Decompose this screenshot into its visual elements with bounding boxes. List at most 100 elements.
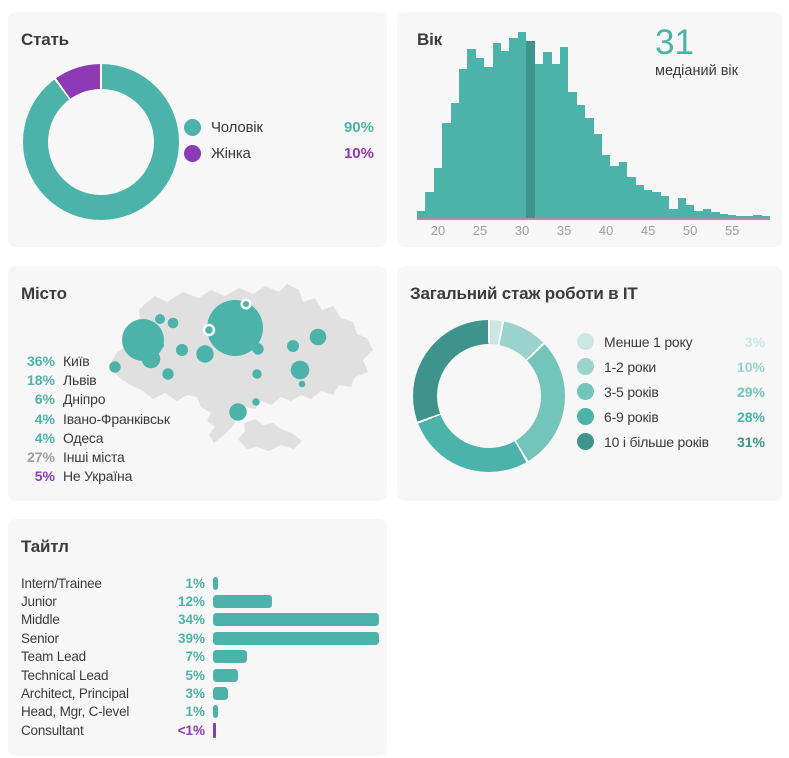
- histogram-bar: [736, 216, 745, 218]
- legend-value: 29%: [736, 383, 765, 400]
- legend-dot: [577, 408, 594, 425]
- legend-dot: [577, 333, 594, 350]
- histogram-bar: [635, 184, 644, 218]
- job-title-label: Senior: [21, 630, 59, 646]
- histogram-bar: [677, 197, 686, 218]
- legend-label: Жінка: [211, 144, 251, 162]
- city-percent: 27%: [26, 449, 55, 466]
- city-name: Івано-Франківськ: [63, 410, 170, 427]
- job-title-bar-chart: Intern/Trainee 1% Junior 12% Middle 34% Senior…: [21, 574, 379, 740]
- legend-label: 1-2 роки: [604, 358, 657, 375]
- city-percent: 4%: [34, 429, 55, 446]
- city-card-title: Місто: [21, 284, 67, 303]
- axis-tick-label: 55: [724, 223, 740, 238]
- histogram-bar: [559, 46, 569, 218]
- axis-tick-label: 40: [598, 223, 614, 238]
- experience-donut-chart: [413, 320, 565, 472]
- city-bubble: [109, 361, 121, 373]
- age-card: Вік 20 25 30 35 40 45 50 55 31 медіаний вік: [397, 12, 782, 247]
- city-bubble: [252, 369, 262, 379]
- job-title-row: Consultant <1%: [21, 721, 379, 739]
- histogram-bar: [585, 117, 594, 218]
- job-title-bar: [213, 705, 218, 719]
- city-percent: 4%: [34, 410, 55, 427]
- city-bubble: [290, 360, 310, 380]
- histogram-bar: [618, 162, 628, 218]
- legend-value: 31%: [736, 433, 765, 450]
- histogram-bar: [576, 104, 586, 218]
- age-histogram: 20 25 30 35 40 45 50 55: [417, 32, 771, 238]
- city-legend: 36% Київ 18% Львів 6% Дніпро 4% Івано-Франківсь…: [21, 351, 181, 486]
- legend-value: 3%: [744, 333, 765, 350]
- job-title-card: Тайтл Intern/Trainee 1% Junior 12% Middle 34%…: [8, 519, 387, 756]
- legend-label: 10 і більше років: [604, 433, 709, 450]
- city-percent: 36%: [26, 352, 55, 369]
- job-title-row: Head, Mgr, C-level 1%: [21, 703, 379, 721]
- job-title-bar: [213, 650, 248, 664]
- histogram-bar: [728, 215, 737, 218]
- legend-row: 3-5 років 29%: [577, 379, 765, 404]
- city-bubble: [229, 403, 247, 421]
- legend-dot: [577, 383, 594, 400]
- histogram-bar: [711, 212, 720, 218]
- job-title-bar: [213, 687, 228, 701]
- crimea-silhouette: [238, 419, 302, 451]
- city-bubble: [141, 349, 161, 369]
- legend-label: Чоловік: [211, 118, 263, 136]
- city-percent: 18%: [26, 371, 55, 388]
- histogram-bar: [719, 214, 729, 218]
- city-bubble: [176, 344, 188, 356]
- city-name: Не Україна: [63, 468, 133, 485]
- histogram-bar: [467, 48, 476, 218]
- histogram-bar: [686, 204, 695, 218]
- axis-tick-label: 50: [682, 223, 698, 238]
- legend-row: 6-9 років 28%: [577, 404, 765, 429]
- legend-value: 90%: [343, 118, 374, 136]
- job-title-percent: 39%: [177, 630, 205, 646]
- legend-label: Менше 1 року: [604, 333, 693, 350]
- job-title-label: Junior: [21, 594, 57, 610]
- histogram-bar: [534, 63, 544, 218]
- job-title-row: Team Lead 7%: [21, 648, 379, 666]
- histogram-bar: [484, 67, 493, 218]
- histogram-bar: [753, 214, 762, 218]
- city-name: Київ: [63, 352, 90, 369]
- job-title-bar: [213, 595, 272, 609]
- job-title-card-title: Тайтл: [21, 537, 69, 556]
- city-legend-row: 5% Не Україна: [21, 467, 181, 486]
- median-age-number: 31: [655, 23, 694, 62]
- median-age-caption: медіаний вік: [655, 63, 738, 79]
- axis-tick-label: 35: [556, 223, 572, 238]
- histogram-bar: [450, 102, 460, 218]
- histogram-bar: [627, 177, 636, 218]
- histogram-bar: [744, 216, 754, 218]
- city-bubble: [196, 345, 214, 363]
- city-legend-row: 4% Івано-Франківськ: [21, 409, 181, 428]
- city-bubble: [167, 317, 179, 329]
- city-name: Інші міста: [63, 449, 125, 466]
- legend-dot: [184, 144, 201, 162]
- legend-value: 28%: [736, 408, 765, 425]
- job-title-bar: [213, 722, 216, 738]
- city-legend-row: 27% Інші міста: [21, 447, 181, 466]
- city-legend-row: 36% Київ: [21, 351, 181, 370]
- city-name: Львів: [63, 371, 97, 388]
- job-title-row: Intern/Trainee 1%: [21, 574, 379, 592]
- legend-dot: [184, 118, 201, 136]
- city-card: Місто 36% Київ 18% Львів 6% Дніпро 4% Івано-Фра…: [8, 266, 387, 501]
- job-title-bar: [213, 668, 238, 682]
- job-title-percent: 34%: [177, 612, 205, 628]
- city-bubble: [156, 341, 164, 349]
- job-title-percent: 7%: [185, 649, 205, 665]
- city-bubble: [252, 343, 264, 355]
- legend-row: Жінка 10%: [184, 140, 374, 166]
- histogram-bar: [652, 191, 661, 218]
- histogram-bar: [593, 134, 602, 218]
- city-bubble: [240, 298, 252, 310]
- histogram-bar: [526, 41, 535, 218]
- legend-dot: [577, 358, 594, 375]
- city-bubble: [162, 368, 174, 380]
- median-age-block: 31 медіаний вік: [655, 23, 738, 80]
- histogram-bar: [601, 154, 611, 218]
- gender-legend: Чоловік 90% Жінка 10%: [184, 114, 374, 166]
